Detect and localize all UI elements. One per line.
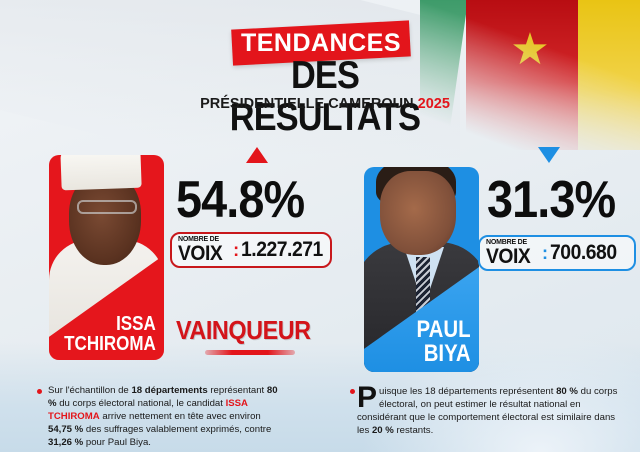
winner-badge: VAINQUEUR [176, 315, 311, 346]
votes-label-small: NOMBRE DE [178, 236, 219, 243]
note-bold: 54,75 % [48, 424, 84, 435]
note-text: pour Paul Biya. [83, 437, 151, 448]
note-text: du corps électoral, on peut estimer le r… [357, 386, 618, 436]
candidate-last-name: BIYA [424, 340, 471, 367]
subtitle-year: 2025 [417, 96, 450, 112]
votes-separator: : [542, 242, 548, 263]
note-text: des suffrages valablement exprimés, cont… [83, 424, 272, 435]
candidate-card-tchiroma: ISSA TCHIROMA [49, 155, 164, 360]
votes-label: NOMBRE DE VOIX [178, 236, 229, 264]
percentage-biya: 31.3% [487, 171, 616, 229]
note-bold: 20 % [371, 425, 394, 436]
photo-face [380, 171, 456, 255]
candidate-last-name: TCHIROMA [64, 333, 156, 355]
note-text: Sur l'échantillon de [48, 385, 132, 396]
dropcap: P [357, 381, 378, 414]
photo-tie [416, 257, 430, 317]
candidate-first-name: ISSA [116, 313, 156, 335]
votes-box-biya: NOMBRE DE VOIX : 700.680 [478, 235, 636, 271]
page-title: DES RESULTATS [229, 54, 421, 139]
winner-badge-text: VAINQUEUR [176, 315, 311, 345]
candidate-card-biya: PAUL BIYA [364, 167, 479, 372]
flag-yellow-stripe [578, 0, 640, 150]
candidate-name: PAUL BIYA [417, 318, 471, 366]
bullet-icon [350, 389, 355, 394]
note-text: arrive nettement en tête avec environ [99, 411, 261, 422]
subtitle-text: PRÉSIDENTIELLE CAMEROUN [200, 96, 414, 112]
triangle-down-icon [538, 147, 560, 163]
note-bold: 31,26 % [48, 437, 84, 448]
note-bold: 18 départements [131, 385, 208, 396]
winner-underline [205, 350, 295, 355]
note-text: restants. [393, 425, 434, 436]
candidate-first-name: PAUL [416, 316, 471, 343]
candidate-name: ISSA TCHIROMA [64, 314, 156, 354]
votes-label-big: VOIX [178, 242, 223, 265]
note-text: uisque les 18 départements représentent [379, 386, 557, 397]
page-subtitle: PRÉSIDENTIELLE CAMEROUN 2025 [180, 96, 470, 112]
votes-box-tchiroma: NOMBRE DE VOIX : 1.227.271 [170, 232, 332, 268]
flag-red-stripe [466, 0, 578, 150]
note-text: représentant [207, 385, 267, 396]
note-bold: 80 % [556, 386, 578, 397]
triangle-up-icon [246, 147, 268, 163]
note-left: Sur l'échantillon de 18 départements rep… [48, 384, 284, 449]
photo-cap [60, 155, 142, 191]
votes-label-small: NOMBRE DE [486, 239, 527, 246]
votes-separator: : [233, 239, 240, 260]
votes-value: 700.680 [550, 241, 617, 264]
note-bold: 80 % [48, 385, 278, 409]
votes-label-big: VOIX [486, 245, 531, 268]
percentage-tchiroma: 54.8% [176, 171, 305, 229]
cameroon-flag: ★ [398, 0, 640, 150]
note-highlight: ISSA TCHIROMA [48, 398, 248, 422]
note-text: du corps électoral national, le candidat [56, 398, 226, 409]
photo-glasses [77, 200, 137, 214]
votes-value: 1.227.271 [241, 238, 323, 261]
star-icon: ★ [510, 25, 550, 74]
votes-label: NOMBRE DE VOIX [486, 239, 538, 267]
bullet-icon [37, 389, 42, 394]
